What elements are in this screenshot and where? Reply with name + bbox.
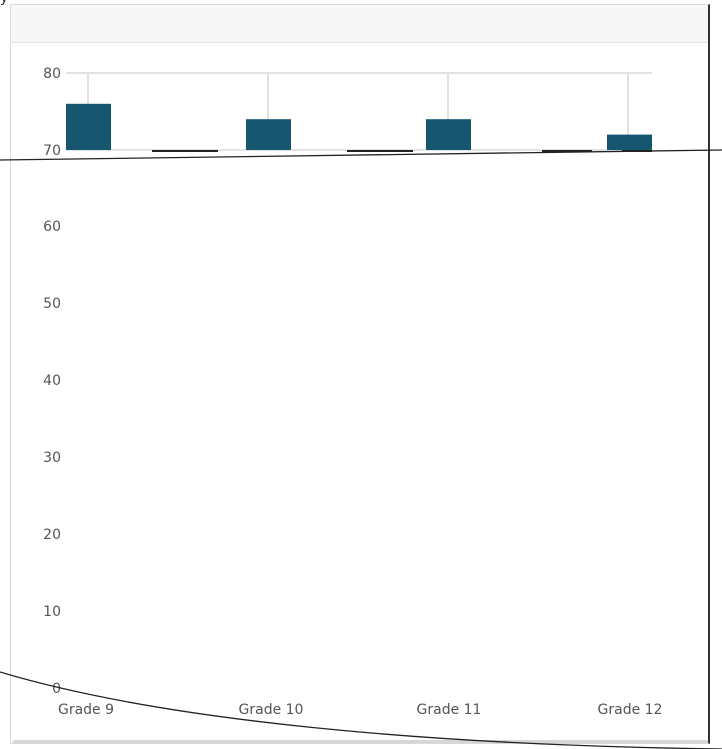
bar-grade-11 xyxy=(426,119,471,150)
x-category-label-2: Grade 10 xyxy=(239,702,304,718)
x-axis-category-labels: Grade 9 Grade 10 Grade 11 Grade 12 xyxy=(58,702,663,718)
x-category-label-1: Grade 9 xyxy=(58,702,114,718)
y-tick-label-20: 20 xyxy=(43,527,61,543)
overlay-line-bottom xyxy=(0,671,722,749)
cropped-heading-fragment: y xyxy=(0,0,8,6)
y-tick-label-80: 80 xyxy=(43,66,61,82)
y-tick-label-0: 0 xyxy=(52,681,61,697)
annotation-lines xyxy=(0,149,722,749)
y-tick-label-70: 70 xyxy=(43,143,61,159)
bar-grade-12 xyxy=(607,134,652,150)
y-tick-label-50: 50 xyxy=(43,296,61,312)
y-tick-label-10: 10 xyxy=(43,604,61,620)
y-tick-label-40: 40 xyxy=(43,373,61,389)
bar-grade-10 xyxy=(246,119,291,150)
y-tick-label-60: 60 xyxy=(43,219,61,235)
chart-grid xyxy=(66,72,652,151)
panel-footer-divider xyxy=(13,740,708,743)
y-axis-tick-labels: 0 10 20 30 40 50 60 70 80 xyxy=(43,66,61,697)
chart-panel xyxy=(10,4,710,744)
panel-header xyxy=(11,5,708,43)
x-category-label-3: Grade 11 xyxy=(417,702,482,718)
chart-bars xyxy=(66,103,652,152)
x-category-label-4: Grade 12 xyxy=(598,702,663,718)
bar-grade-9 xyxy=(66,103,111,150)
y-tick-label-30: 30 xyxy=(43,450,61,466)
